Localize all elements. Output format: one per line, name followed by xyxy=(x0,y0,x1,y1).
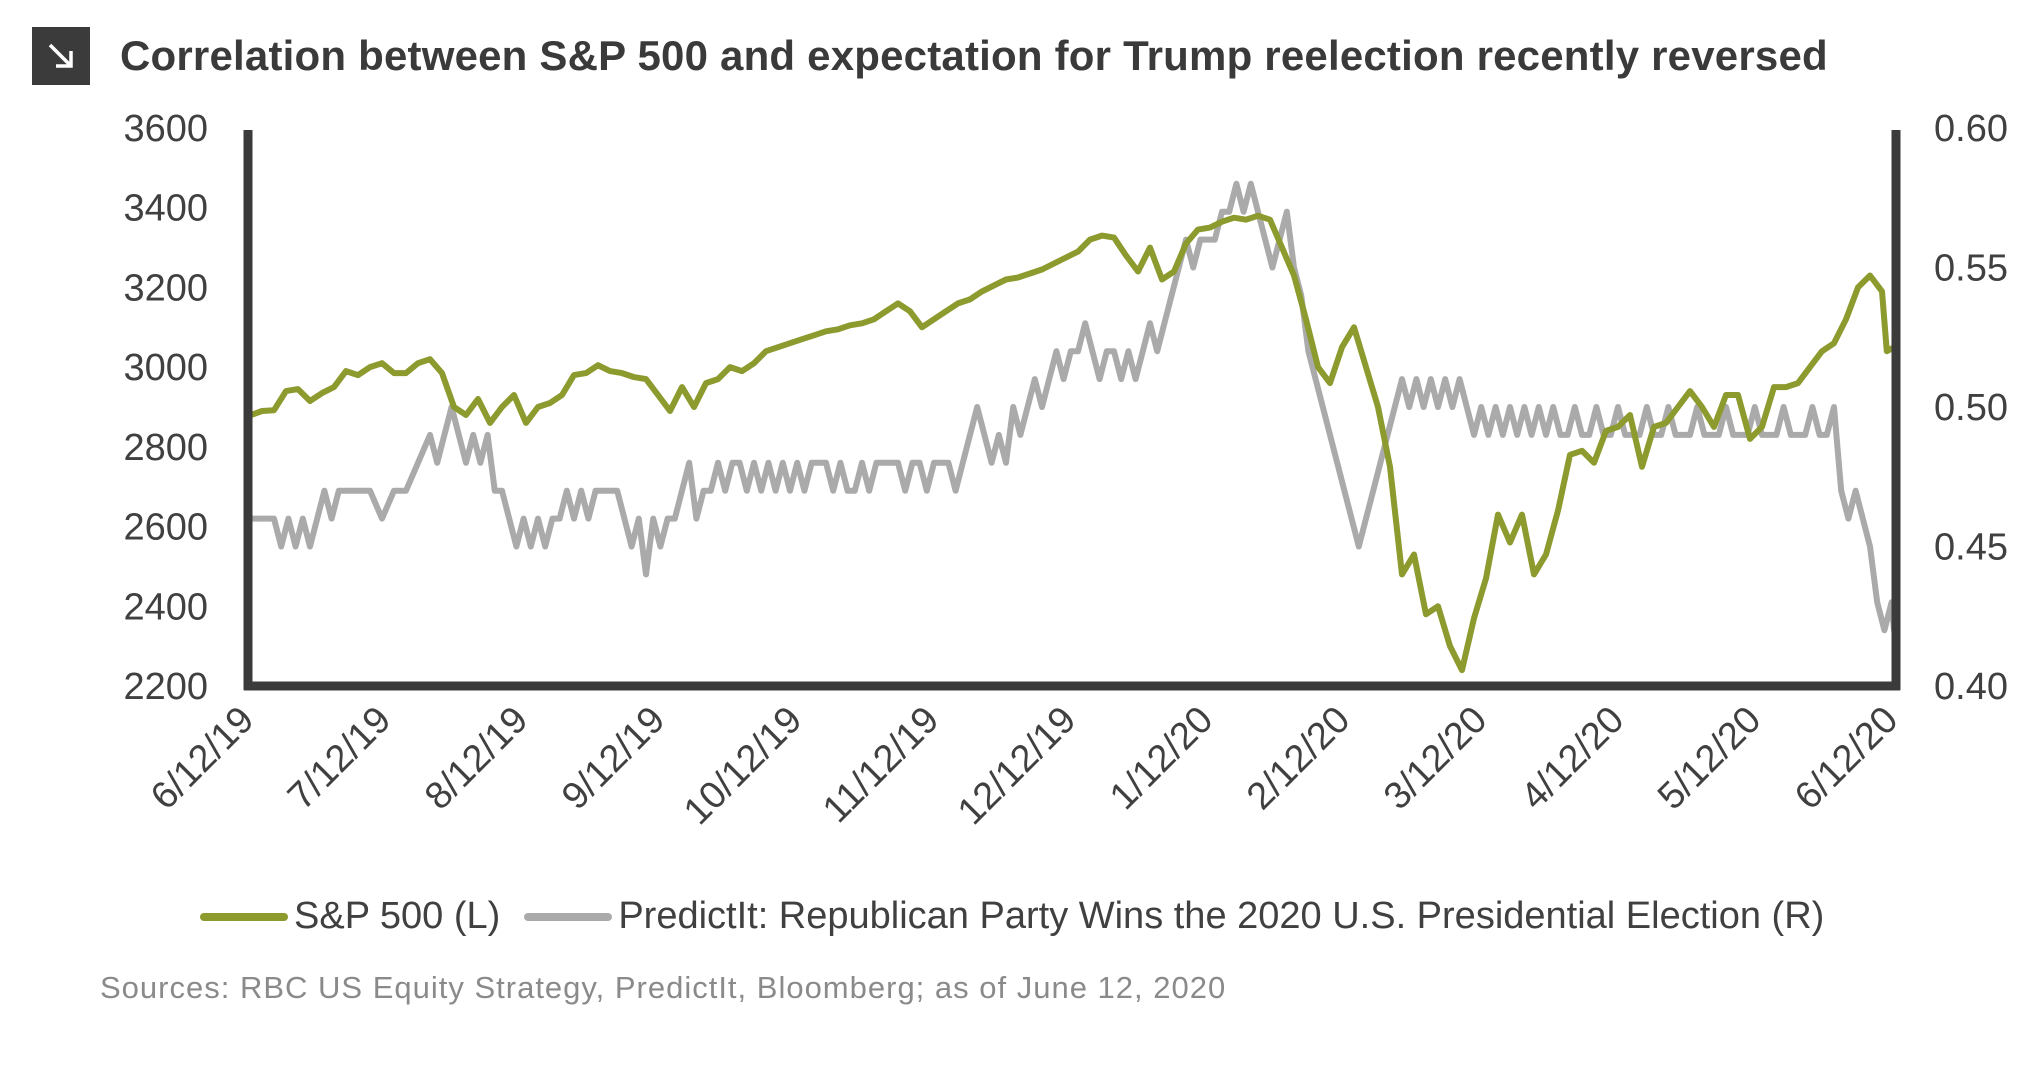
legend-item-predictit: PredictIt: Republican Party Wins the 202… xyxy=(524,895,1824,938)
left-tick-label-2: 2600 xyxy=(123,507,208,549)
right-tick-label-2: 0.50 xyxy=(1934,387,2008,429)
arrow-down-right-icon xyxy=(32,27,90,85)
x-tick-label-2: 8/12/19 xyxy=(417,699,536,818)
legend-label-sp500: S&P 500 (L) xyxy=(294,895,501,937)
series-layer xyxy=(247,180,1897,674)
left-tick-label-7: 3600 xyxy=(123,108,208,150)
x-tick-label-7: 1/12/20 xyxy=(1102,699,1221,818)
left-tick-label-0: 2200 xyxy=(123,666,208,708)
x-tick-label-11: 5/12/20 xyxy=(1650,699,1769,818)
right-tick-label-4: 0.60 xyxy=(1934,108,2008,150)
x-tick-label-8: 2/12/20 xyxy=(1239,699,1358,818)
left-tick-label-3: 2800 xyxy=(123,427,208,469)
x-tick-label-9: 3/12/20 xyxy=(1376,699,1495,818)
x-tick-label-10: 4/12/20 xyxy=(1513,699,1632,818)
x-tick-label-12: 6/12/20 xyxy=(1787,699,1906,818)
left-axis-ticks: 2200 2400 2600 2800 3000 3200 3400 3600 xyxy=(123,108,208,708)
x-tick-label-6: 12/12/19 xyxy=(950,699,1084,833)
left-tick-label-4: 3000 xyxy=(123,347,208,389)
chart-header: Correlation between S&P 500 and expectat… xyxy=(32,26,1828,86)
left-tick-label-1: 2400 xyxy=(123,586,208,628)
legend-label-predictit: PredictIt: Republican Party Wins the 202… xyxy=(618,895,1825,937)
right-tick-label-1: 0.45 xyxy=(1934,527,2008,569)
legend-item-sp500: S&P 500 (L) xyxy=(200,895,500,938)
right-tick-label-3: 0.55 xyxy=(1934,248,2008,290)
chart-title: Correlation between S&P 500 and expectat… xyxy=(120,32,1828,79)
x-tick-label-4: 10/12/19 xyxy=(676,699,810,833)
right-axis-ticks: 0.40 0.45 0.50 0.55 0.60 xyxy=(1934,108,2008,708)
x-tick-label-5: 11/12/19 xyxy=(815,699,947,831)
x-tick-label-3: 9/12/19 xyxy=(554,699,673,818)
x-tick-label-0: 6/12/19 xyxy=(143,699,262,818)
left-tick-label-5: 3200 xyxy=(123,267,208,309)
legend-swatch-sp500 xyxy=(200,912,288,921)
predictit-series-line xyxy=(247,180,1897,634)
right-tick-label-0: 0.40 xyxy=(1934,666,2008,708)
left-tick-label-6: 3400 xyxy=(123,188,208,230)
legend: S&P 500 (L) PredictIt: Republican Party … xyxy=(200,895,1848,938)
legend-swatch-predictit xyxy=(524,912,613,921)
source-note: Sources: RBC US Equity Strategy, Predict… xyxy=(100,970,1227,1005)
sp500-series-line xyxy=(247,212,1897,674)
x-tick-label-1: 7/12/19 xyxy=(280,699,399,818)
x-axis-ticks: 6/12/19 7/12/19 8/12/19 9/12/19 10/12/19 11/1… xyxy=(143,699,1906,833)
